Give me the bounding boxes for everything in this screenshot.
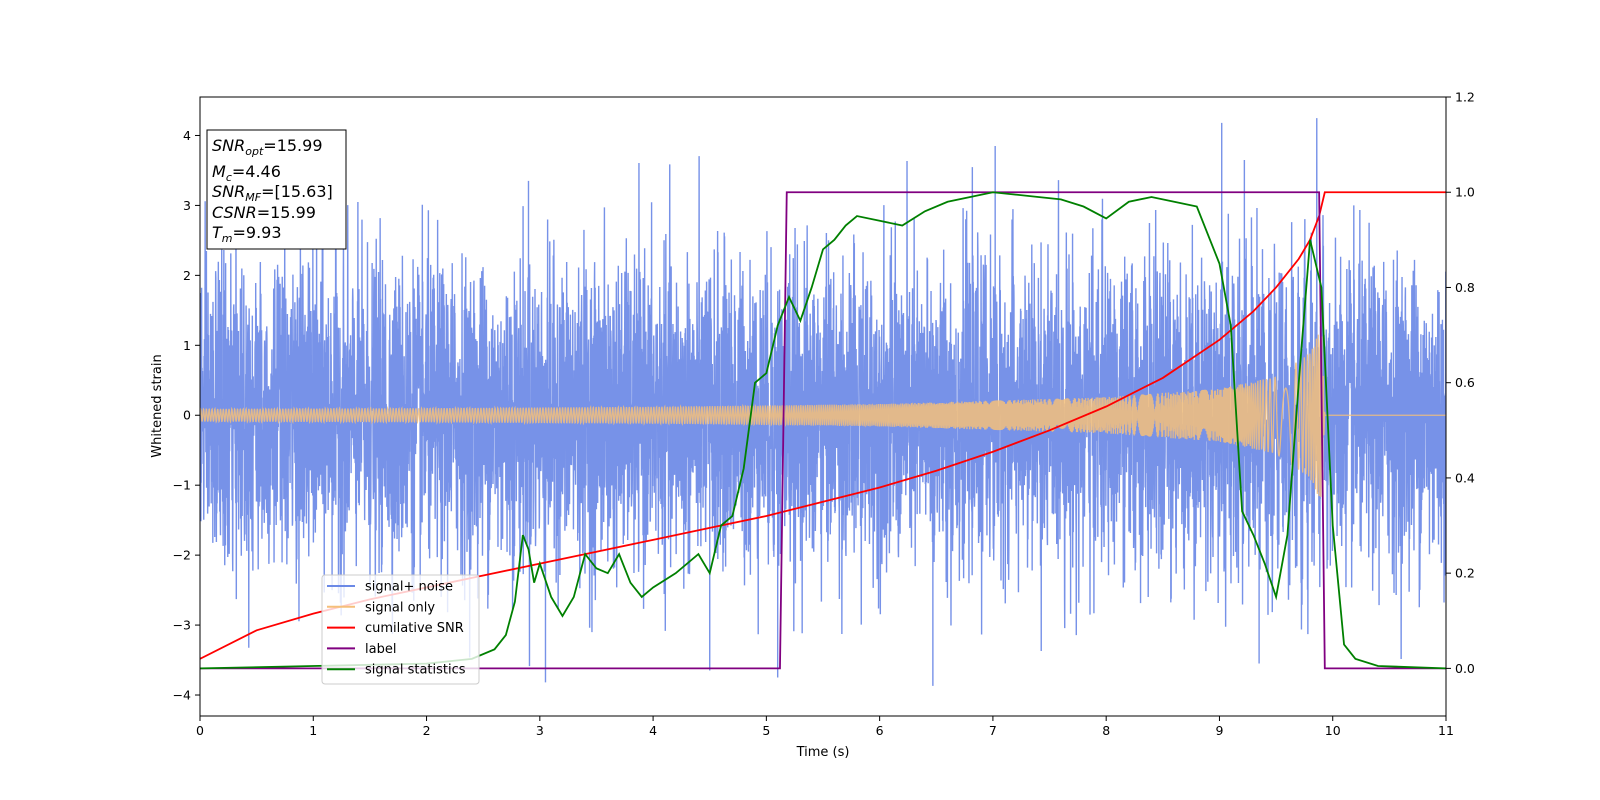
- y-right-tick-label: 0.4: [1455, 470, 1475, 485]
- info-subscript: m: [222, 232, 233, 245]
- info-symbol: CSNR: [212, 203, 257, 222]
- info-subscript: MF: [245, 191, 261, 204]
- x-tick-label: 4: [649, 723, 657, 738]
- legend-frame: [321, 574, 480, 685]
- info-line: SNRopt=15.99: [212, 136, 323, 158]
- x-tick-label: 6: [876, 723, 884, 738]
- y-left-tick-label: 2: [183, 268, 191, 283]
- info-value: =[15.63]: [261, 182, 333, 201]
- y-left-tick-label: 1: [183, 338, 191, 353]
- legend-label: signal+ noise: [365, 580, 453, 595]
- info-line: Mc=4.46: [212, 162, 281, 184]
- y-left-tick-label: −1: [173, 478, 191, 493]
- info-symbol: T: [212, 223, 223, 242]
- x-tick-label: 9: [1215, 723, 1223, 738]
- info-value: =4.46: [232, 162, 281, 181]
- x-tick-label: 8: [1102, 723, 1110, 738]
- y-left-tick-label: 0: [183, 408, 191, 423]
- y-right-tick-label: 1.0: [1455, 185, 1475, 200]
- legend-label: cumilative SNR: [365, 621, 464, 636]
- axes-layer: 0 1 2 3 4 5 6 7 8 9 10 11 −4 −3 −2 −1 0 1 2 3 4 0.0 0.2 0.4 0.6 0…: [173, 90, 1475, 739]
- x-tick-label: 11: [1438, 723, 1454, 738]
- y-left-tick-label: −4: [173, 688, 191, 703]
- info-symbol: M: [212, 162, 226, 181]
- info-value: =15.99: [263, 136, 322, 155]
- info-value: =15.99: [257, 203, 316, 222]
- plot-frame: [199, 96, 1447, 717]
- info-subscript: opt: [245, 145, 264, 158]
- series-line-signal-noise: [200, 118, 1446, 686]
- x-tick-label: 2: [423, 723, 431, 738]
- y-right-tick-label: 0.0: [1455, 661, 1475, 676]
- x-tick-label: 7: [989, 723, 997, 738]
- info-symbol: SNR: [212, 182, 245, 201]
- info-value: =9.93: [233, 223, 282, 242]
- x-tick-label: 10: [1325, 723, 1341, 738]
- y-left-tick-label: −3: [173, 618, 191, 633]
- x-axis-label: Time (s): [796, 745, 850, 760]
- legend-label: signal statistics: [365, 663, 466, 678]
- info-subscript: c: [226, 171, 232, 184]
- y-right-tick-label: 0.8: [1455, 280, 1475, 295]
- info-box: SNRopt=15.99Mc=4.46SNRMF=[15.63]CSNR=15.…: [206, 129, 347, 250]
- y-left-tick-label: −2: [173, 548, 191, 563]
- legend-label: signal only: [365, 600, 435, 615]
- y-axis-label: Whitened strain: [150, 354, 165, 457]
- info-line: SNRMF=[15.63]: [212, 182, 333, 204]
- y-right-tick-label: 0.2: [1455, 566, 1475, 581]
- legend-label: label: [365, 642, 396, 657]
- x-tick-label: 3: [536, 723, 544, 738]
- series-line-label: [200, 191, 1446, 670]
- info-box-frame: [206, 129, 347, 250]
- y-right-tick-label: 1.2: [1455, 90, 1475, 105]
- x-tick-label: 0: [196, 723, 204, 738]
- series-line-signal-statistics: [200, 191, 1446, 670]
- y-left-tick-label: 4: [183, 128, 191, 143]
- x-tick-label: 5: [762, 723, 770, 738]
- x-tick-label: 1: [309, 723, 317, 738]
- y-left-tick-label: 3: [183, 198, 191, 213]
- info-line: CSNR=15.99: [212, 203, 316, 222]
- y-right-tick-label: 0.6: [1455, 375, 1475, 390]
- info-symbol: SNR: [212, 136, 245, 155]
- info-line: Tm=9.93: [212, 223, 282, 245]
- legend: signal+ noise signal only cumilative SNR la…: [321, 574, 480, 685]
